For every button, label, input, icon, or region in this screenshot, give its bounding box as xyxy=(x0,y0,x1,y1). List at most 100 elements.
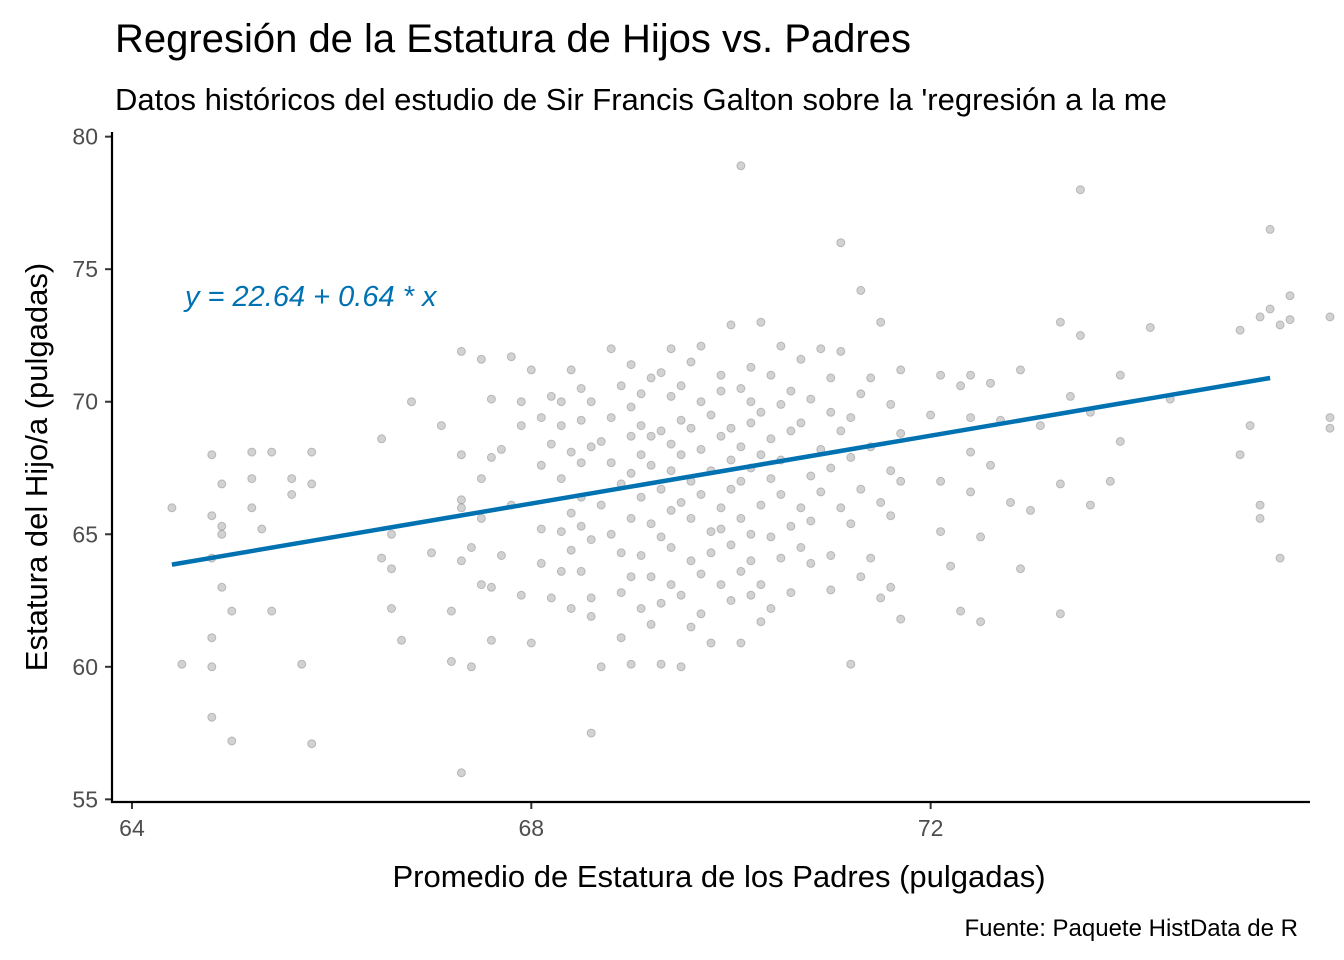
data-point xyxy=(596,500,606,510)
data-point xyxy=(536,524,546,534)
data-point xyxy=(217,529,227,539)
data-point xyxy=(247,503,257,513)
regression-line xyxy=(171,375,1271,567)
data-point xyxy=(686,357,696,367)
data-point xyxy=(626,402,636,412)
data-point xyxy=(1245,421,1255,431)
data-point xyxy=(626,513,636,523)
data-point xyxy=(307,739,317,749)
data-point xyxy=(636,604,646,613)
data-point xyxy=(716,431,726,441)
data-point xyxy=(1325,312,1335,322)
data-point xyxy=(706,527,716,537)
data-point xyxy=(696,609,706,619)
data-point xyxy=(606,529,616,539)
data-point xyxy=(387,604,396,613)
data-point xyxy=(446,657,456,666)
data-point xyxy=(576,415,586,425)
data-point xyxy=(846,519,856,529)
data-point xyxy=(566,365,576,375)
data-point xyxy=(706,638,716,648)
y-tick-label: 75 xyxy=(72,256,98,282)
data-point xyxy=(696,490,706,499)
data-point xyxy=(1255,500,1265,510)
data-point xyxy=(756,317,766,327)
data-point xyxy=(646,619,656,629)
data-point xyxy=(746,590,756,600)
data-point xyxy=(886,511,896,521)
data-point xyxy=(736,161,746,171)
data-point xyxy=(666,439,676,449)
data-point xyxy=(896,365,906,375)
data-point xyxy=(516,421,526,431)
data-point xyxy=(766,604,776,613)
data-point xyxy=(616,633,626,643)
data-point xyxy=(936,476,946,486)
data-point xyxy=(207,450,217,460)
data-point xyxy=(856,285,866,295)
data-point xyxy=(177,659,187,669)
data-point xyxy=(736,476,746,486)
data-point xyxy=(207,633,217,643)
data-point xyxy=(606,413,616,423)
data-point xyxy=(546,439,556,449)
data-point xyxy=(167,503,177,513)
data-point xyxy=(446,606,456,616)
data-point xyxy=(716,524,726,534)
data-point xyxy=(796,354,806,364)
data-point xyxy=(966,487,976,497)
data-point xyxy=(566,508,576,518)
data-point xyxy=(207,662,217,672)
x-tick-label: 68 xyxy=(519,815,545,841)
chart-caption: Fuente: Paquete HistData de R xyxy=(964,915,1298,942)
data-point xyxy=(656,598,666,608)
data-point xyxy=(736,384,746,393)
data-point xyxy=(456,503,466,513)
data-point xyxy=(736,513,746,523)
data-point xyxy=(606,344,616,354)
data-point xyxy=(946,561,956,571)
data-point xyxy=(676,381,686,391)
x-tick-label: 72 xyxy=(918,815,944,841)
data-point xyxy=(616,381,626,391)
data-point xyxy=(826,373,836,383)
data-point xyxy=(746,362,756,372)
data-point xyxy=(546,391,556,401)
data-point xyxy=(826,551,836,560)
y-tick-label: 60 xyxy=(72,654,98,680)
data-point xyxy=(756,500,766,510)
y-tick-label: 65 xyxy=(72,521,98,547)
data-point xyxy=(666,344,676,354)
data-point xyxy=(626,360,636,370)
data-point xyxy=(1145,323,1155,332)
data-point xyxy=(766,532,776,542)
data-point xyxy=(656,426,666,436)
data-point xyxy=(676,498,686,507)
data-point xyxy=(596,437,606,446)
x-axis-title: Promedio de Estatura de los Padres (pulg… xyxy=(392,859,1045,894)
data-point xyxy=(826,463,836,473)
y-axis-ticks: 55 60 65 70 75 80 xyxy=(72,124,112,812)
data-point xyxy=(556,397,566,407)
data-point xyxy=(966,447,976,457)
data-point xyxy=(1016,564,1025,574)
data-point xyxy=(976,532,986,542)
data-point xyxy=(267,447,277,457)
data-point xyxy=(1235,450,1245,460)
data-point xyxy=(546,593,556,603)
data-point xyxy=(586,535,596,545)
data-point xyxy=(476,354,486,364)
data-point xyxy=(596,662,606,672)
data-point xyxy=(966,413,976,423)
y-tick-label: 70 xyxy=(72,389,98,415)
data-point xyxy=(856,484,866,494)
data-point xyxy=(666,580,676,590)
data-point xyxy=(936,527,946,537)
data-point xyxy=(846,659,856,669)
data-point xyxy=(1055,609,1065,619)
data-point xyxy=(686,556,696,566)
data-point xyxy=(466,662,476,672)
data-point xyxy=(746,418,756,428)
data-point xyxy=(257,524,267,534)
data-point xyxy=(496,551,506,560)
